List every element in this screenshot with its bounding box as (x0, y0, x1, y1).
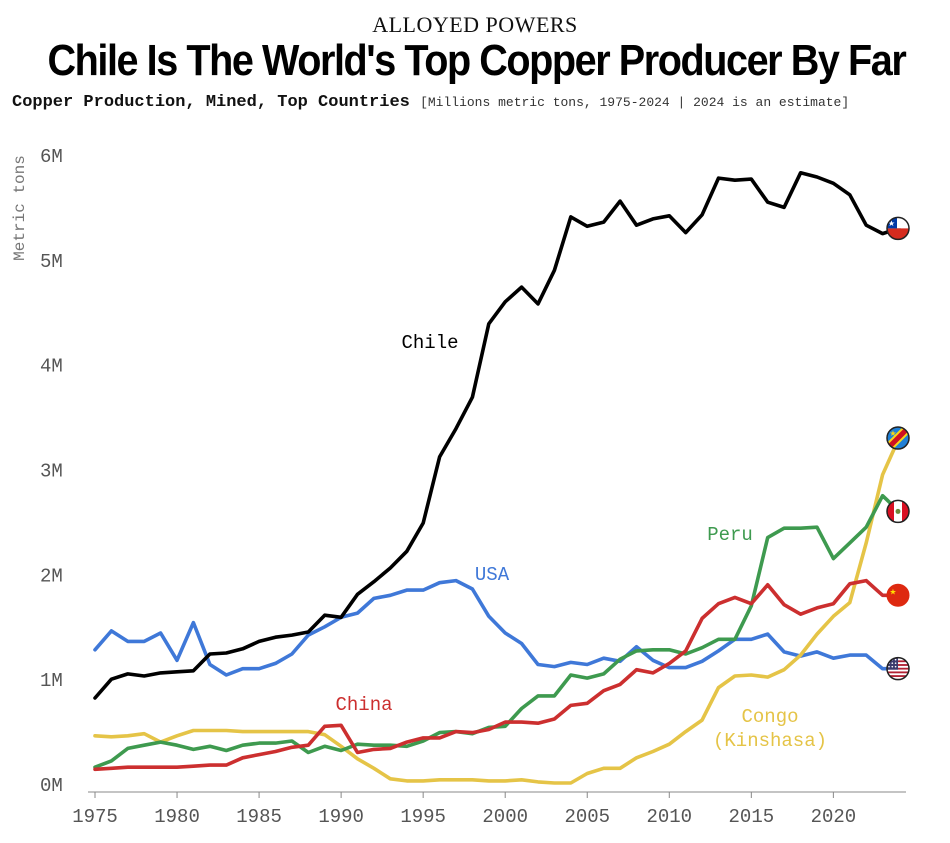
x-tick-label: 1995 (400, 806, 446, 828)
y-tick-label: 3M (40, 461, 63, 483)
series-label-chile: Chile (401, 332, 458, 354)
series-label-congo-kinshasa: (Kinshasa) (713, 730, 827, 752)
usa-flag-icon (886, 656, 910, 681)
y-tick-label: 4M (40, 356, 63, 378)
subtitle-main: Copper Production, Mined, Top Countries (12, 93, 410, 112)
y-tick-label: 2M (40, 565, 63, 587)
x-tick-label: 2000 (482, 806, 528, 828)
series-line-chile (93, 171, 901, 700)
peru-flag-icon (886, 499, 910, 524)
x-tick-label: 2020 (811, 806, 857, 828)
x-tick-label: 1975 (72, 806, 118, 828)
svg-text:★: ★ (889, 587, 896, 596)
chart-subtitle: Copper Production, Mined, Top Countries … (12, 93, 942, 112)
series-label-china: China (335, 694, 392, 716)
x-tick-label: 2015 (729, 806, 775, 828)
y-tick-label: 5M (40, 251, 63, 273)
series-line-congo-kinshasa (93, 436, 901, 785)
x-tick-label: 1980 (154, 806, 200, 828)
series-label-usa: USA (475, 564, 510, 586)
y-tick-label: 1M (40, 670, 63, 692)
series-label-peru: Peru (707, 524, 753, 546)
series-label-congo-kinshasa: Congo (741, 706, 798, 728)
x-tick-label: 1985 (236, 806, 282, 828)
chart-title: Chile Is The World's Top Copper Producer… (47, 36, 907, 85)
y-tick-label: 6M (40, 146, 63, 168)
y-tick-label: 0M (40, 775, 63, 797)
series-line-usa (93, 578, 901, 677)
china-flag-icon: ★ (886, 583, 910, 607)
svg-text:★: ★ (889, 429, 896, 438)
series-line-china (93, 578, 901, 772)
congo-flag-icon: ★ (886, 426, 910, 450)
x-tick-label: 1990 (318, 806, 364, 828)
y-axis-label: Metric tons (11, 155, 29, 261)
chile-flag-icon: ★ (886, 216, 910, 241)
kicker-text: ALLOYED POWERS (372, 12, 578, 37)
svg-text:★: ★ (888, 219, 895, 228)
x-tick-label: 2010 (646, 806, 692, 828)
subtitle-note: [Millions metric tons, 1975-2024 | 2024 … (420, 95, 850, 110)
x-tick-label: 2005 (564, 806, 610, 828)
